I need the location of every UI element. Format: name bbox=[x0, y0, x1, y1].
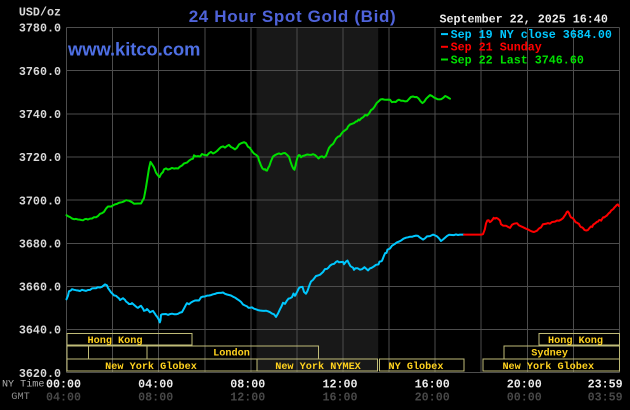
svg-text:08:00: 08:00 bbox=[138, 390, 173, 404]
svg-text:New York Globex: New York Globex bbox=[105, 361, 197, 373]
svg-text:New York NYMEX: New York NYMEX bbox=[275, 361, 361, 373]
svg-text:NY Globex: NY Globex bbox=[388, 361, 443, 373]
svg-text:3740.0: 3740.0 bbox=[19, 108, 61, 122]
svg-text:Sep 22 Last 3746.60: Sep 22 Last 3746.60 bbox=[451, 53, 584, 67]
svg-text:GMT: GMT bbox=[11, 391, 30, 403]
svg-text:3640.0: 3640.0 bbox=[19, 324, 61, 338]
svg-text:New York Globex: New York Globex bbox=[502, 361, 594, 373]
svg-text:00:00: 00:00 bbox=[507, 390, 542, 404]
svg-text:03:59: 03:59 bbox=[588, 390, 623, 404]
svg-text:00:00: 00:00 bbox=[46, 378, 81, 392]
svg-text:NY Time: NY Time bbox=[2, 379, 44, 391]
svg-text:12:00: 12:00 bbox=[230, 390, 265, 404]
svg-text:Hong Kong: Hong Kong bbox=[548, 336, 603, 347]
svg-text:3620.0: 3620.0 bbox=[19, 367, 61, 381]
svg-text:3780.0: 3780.0 bbox=[19, 22, 61, 36]
svg-text:3700.0: 3700.0 bbox=[19, 194, 61, 208]
svg-text:16:00: 16:00 bbox=[415, 378, 450, 392]
svg-text:16:00: 16:00 bbox=[322, 390, 357, 404]
svg-text:3720.0: 3720.0 bbox=[19, 151, 61, 165]
svg-text:Sep 19 NY close 3684.00: Sep 19 NY close 3684.00 bbox=[451, 28, 612, 42]
svg-text:Sydney: Sydney bbox=[531, 348, 568, 360]
svg-text:Sep 21 Sunday: Sep 21 Sunday bbox=[451, 41, 542, 55]
svg-text:September 22, 2025 16:40: September 22, 2025 16:40 bbox=[440, 13, 608, 27]
svg-text:www.kitco.com: www.kitco.com bbox=[67, 38, 200, 59]
svg-text:3760.0: 3760.0 bbox=[19, 65, 61, 79]
svg-text:04:00: 04:00 bbox=[46, 390, 81, 404]
svg-text:Hong Kong: Hong Kong bbox=[87, 336, 142, 347]
svg-text:20:00: 20:00 bbox=[415, 390, 450, 404]
svg-text:20:00: 20:00 bbox=[507, 378, 542, 392]
svg-text:London: London bbox=[213, 348, 250, 360]
svg-text:3660.0: 3660.0 bbox=[19, 281, 61, 295]
svg-text:12:00: 12:00 bbox=[322, 378, 357, 392]
svg-text:24 Hour Spot Gold (Bid): 24 Hour Spot Gold (Bid) bbox=[189, 7, 397, 26]
svg-text:04:00: 04:00 bbox=[138, 378, 173, 392]
svg-text:23:59: 23:59 bbox=[588, 378, 623, 392]
svg-text:USD/oz: USD/oz bbox=[19, 6, 61, 20]
svg-text:08:00: 08:00 bbox=[230, 378, 265, 392]
svg-text:3680.0: 3680.0 bbox=[19, 237, 61, 251]
